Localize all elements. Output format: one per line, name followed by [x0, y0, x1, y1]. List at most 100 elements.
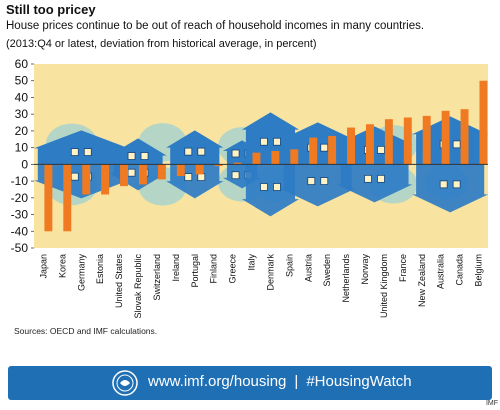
house-top-2: [166, 130, 224, 165]
house-window-top-3-0: [231, 149, 240, 158]
x-label-19: France: [398, 254, 408, 282]
house-top-0: [33, 130, 129, 165]
x-label-17: Norway: [360, 254, 370, 285]
bar-10: [233, 162, 242, 165]
bar-19: [403, 117, 412, 165]
house-window-bottom-0-0: [70, 172, 79, 181]
bar-4: [120, 164, 129, 187]
bar-13: [290, 149, 299, 165]
imf-tag: IMF: [485, 400, 498, 407]
house-window-bottom-5-1: [320, 177, 329, 185]
house-window-bottom-3-0: [231, 171, 240, 180]
house-bottom-5: [279, 164, 356, 207]
house-window-bottom-5-0: [307, 177, 316, 185]
bar-8: [195, 164, 204, 175]
house-window-top-2-1: [197, 147, 206, 156]
bar-11: [252, 152, 261, 165]
house-window-top-4-1: [273, 137, 281, 146]
x-label-2: Germany: [76, 254, 86, 292]
y-tick-label-9: 40: [15, 90, 29, 104]
x-label-1: Korea: [57, 254, 67, 278]
bar-3: [101, 164, 110, 195]
house-window-bottom-2-0: [184, 173, 193, 181]
x-axis-labels: Japan Korea Germany Estonia United States Slo…: [38, 254, 483, 319]
x-label-6: Switzerland: [152, 254, 162, 301]
y-tick-label-7: 20: [15, 124, 29, 138]
footer-banner: www.imf.org/housing | #HousingWatch: [8, 366, 492, 400]
bar-18: [384, 119, 393, 165]
house-top-1: [109, 138, 167, 165]
house-window-top-5-1: [320, 143, 329, 152]
x-label-3: Estonia: [95, 254, 105, 284]
x-label-15: Sweden: [322, 254, 332, 287]
x-label-18: United Kingdom: [379, 254, 389, 318]
chart-note: (2013:Q4 or latest, deviation from histo…: [6, 38, 317, 50]
x-label-23: Belgium: [474, 254, 484, 287]
bar-14: [309, 137, 318, 165]
house-window-bottom-6-0: [364, 174, 372, 183]
house-decorations: [33, 112, 489, 217]
house-window-bottom-1-0: [127, 168, 136, 177]
y-tick-label-3: -20: [11, 191, 29, 205]
chart-title: Still too pricey: [6, 2, 96, 17]
house-bottom-7: [412, 164, 489, 213]
bar-chart: -50 -40 -30 -20 -10 0 10 20 30 40 50 60 Japan Korea G…: [11, 57, 489, 319]
bar-23: [479, 80, 488, 165]
x-label-4: United States: [114, 254, 124, 309]
house-window-top-1-1: [140, 152, 149, 160]
footer-separator: |: [294, 373, 299, 390]
house-window-top-0-0: [70, 148, 79, 156]
bar-15: [328, 135, 337, 165]
y-tick-label-10: 50: [15, 74, 29, 88]
y-tick-label-11: 60: [15, 57, 29, 71]
x-label-11: Italy: [247, 254, 257, 271]
house-window-top-6-1: [377, 145, 385, 154]
house-window-bottom-6-1: [377, 174, 385, 183]
house-top-7: [412, 116, 489, 165]
house-window-bottom-7-0: [439, 180, 448, 189]
house-window-bottom-4-1: [273, 183, 281, 191]
x-label-10: Greece: [228, 254, 238, 284]
bar-7: [176, 164, 185, 177]
x-label-13: Spain: [284, 254, 294, 277]
house-window-bottom-4-0: [260, 183, 268, 191]
bar-0: [44, 164, 53, 232]
house-window-bottom-7-1: [452, 180, 461, 189]
bar-22: [460, 109, 469, 165]
bar-20: [422, 115, 431, 165]
x-label-22: Canada: [455, 254, 465, 286]
bar-16: [347, 127, 356, 165]
footer-url-link[interactable]: www.imf.org/housing: [148, 373, 287, 390]
x-label-14: Austria: [303, 254, 313, 282]
house-window-top-2-0: [184, 147, 193, 156]
house-window-top-0-1: [83, 148, 92, 156]
bar-2: [82, 164, 91, 195]
y-tick-label-4: -10: [11, 174, 29, 188]
imf-seal-icon: [112, 370, 138, 396]
x-label-5: Slovak Republic: [133, 254, 143, 319]
y-axis: -50 -40 -30 -20 -10 0 10 20 30 40 50 60: [11, 57, 34, 255]
house-top-6: [336, 126, 413, 165]
house-window-top-1-0: [127, 152, 136, 160]
sources-note: Sources: OECD and IMF calculations.: [14, 326, 158, 336]
footer-hashtag-link[interactable]: #HousingWatch: [306, 373, 412, 390]
house-window-bottom-2-1: [197, 173, 206, 181]
house-bottom-6: [336, 164, 413, 203]
bar-12: [271, 150, 280, 165]
x-label-16: Netherlands: [341, 254, 351, 303]
bar-9: [214, 164, 223, 167]
x-label-12: Denmark: [265, 254, 275, 291]
y-tick-label-6: 10: [15, 141, 29, 155]
x-label-20: New Zealand: [417, 254, 427, 307]
y-tick-label-1: -40: [11, 224, 29, 238]
x-label-21: Australia: [436, 254, 446, 289]
bar-1: [63, 164, 72, 232]
y-tick-label-0: -50: [11, 241, 29, 255]
y-tick-label-8: 30: [15, 107, 29, 121]
bars: [44, 80, 488, 232]
bar-21: [441, 110, 450, 165]
x-label-0: Japan: [38, 254, 48, 279]
y-tick-label-5: 0: [21, 157, 28, 171]
y-tick-label-2: -30: [11, 208, 29, 222]
x-label-9: Finland: [209, 254, 219, 284]
